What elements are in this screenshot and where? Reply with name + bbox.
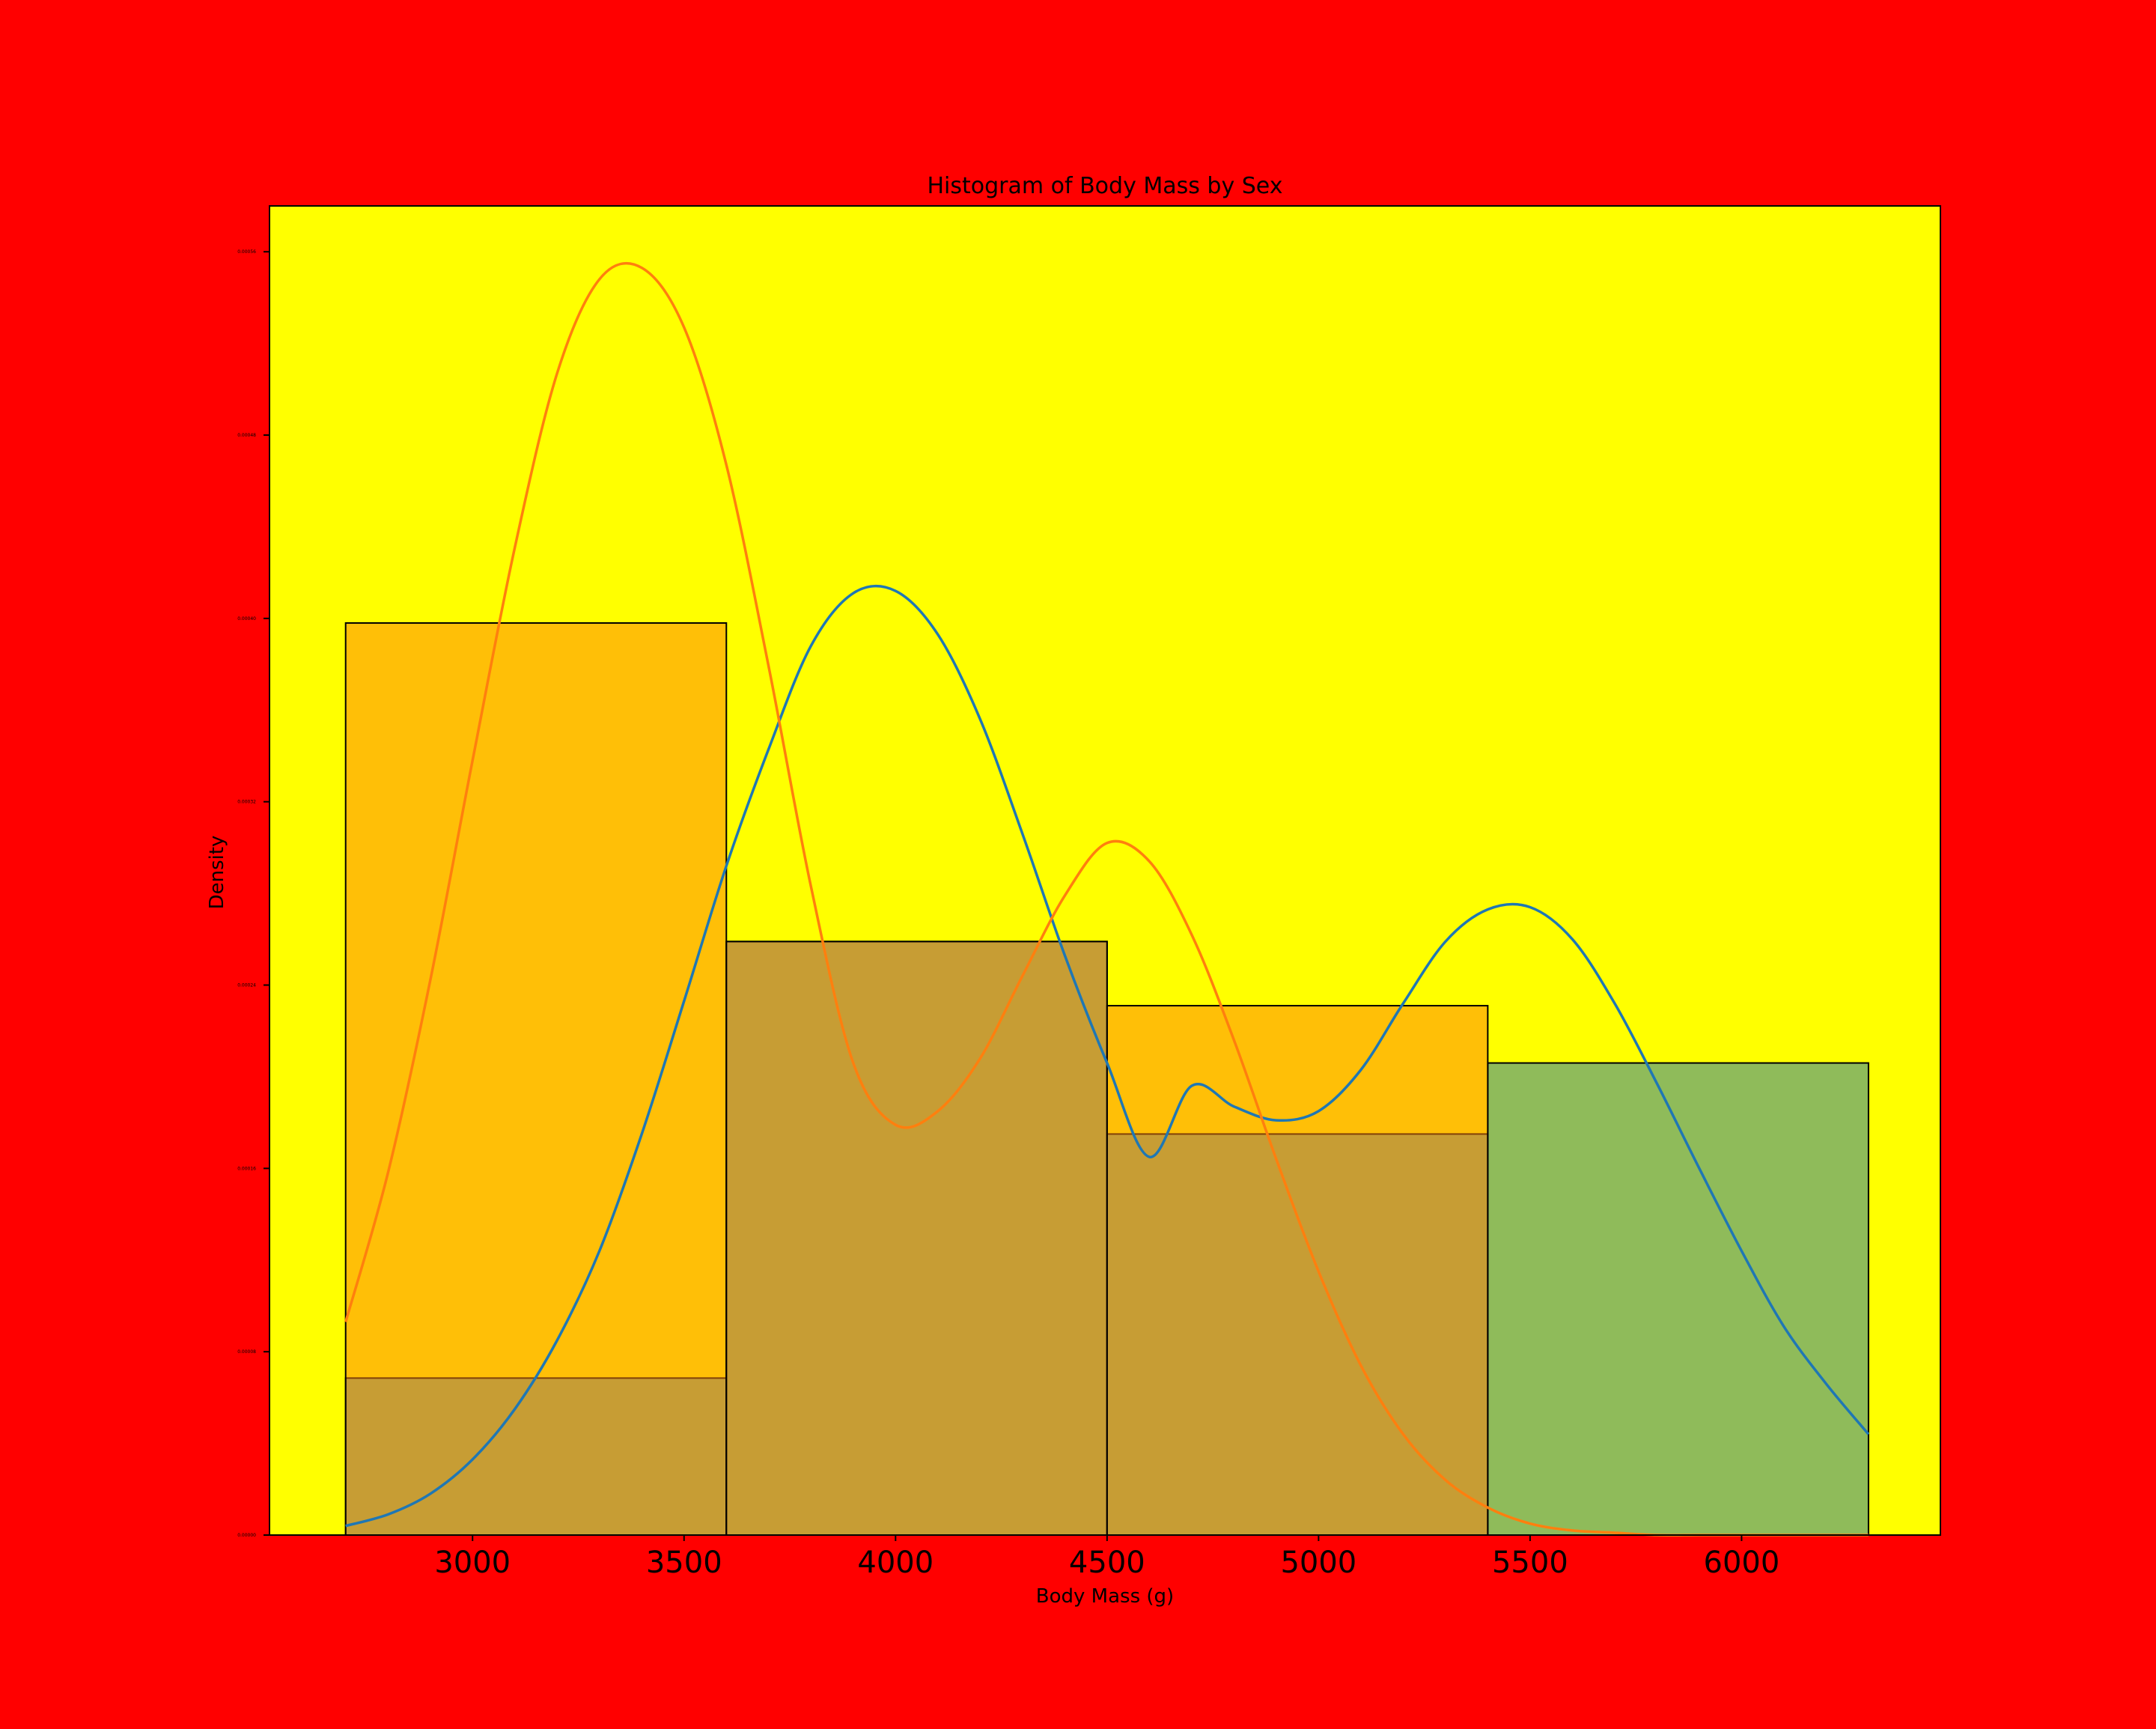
y-tick-label: 0.00016: [237, 1166, 256, 1171]
histogram-bar-blue-4: [1487, 1062, 1869, 1536]
y-axis-label: Density: [206, 836, 228, 910]
y-tick-label: 0.00024: [237, 983, 256, 988]
histogram-bar-orange-3: [1106, 1005, 1489, 1536]
y-axis-ticks: 0.00000 0.00008 0.00016 0.00024 0.00032 0.000…: [237, 249, 270, 1538]
x-axis-label: Body Mass (g): [1036, 1585, 1174, 1608]
x-tick-label: 3500: [646, 1546, 722, 1580]
x-tick-label: 4000: [857, 1546, 934, 1580]
plot-frame: [269, 205, 1941, 1536]
x-axis-ticks: 3000 3500 4000 4500 5000 5500 6000: [434, 1535, 1779, 1580]
y-tick-label: 0.00048: [237, 433, 256, 438]
kde-lines: [344, 261, 1870, 1537]
kde-line-blue: [345, 584, 1870, 1528]
histogram-bars-orange: [344, 622, 1489, 1537]
x-tick-label: 5500: [1492, 1546, 1568, 1580]
x-tick-label: 6000: [1704, 1546, 1780, 1580]
x-tick-label: 4500: [1069, 1546, 1145, 1580]
y-tick-label: 0.00056: [237, 249, 256, 255]
y-tick-label: 0.00032: [237, 800, 256, 805]
x-tick-label: 3000: [434, 1546, 511, 1580]
x-tick-label: 5000: [1280, 1546, 1356, 1580]
y-tick-label: 0.00040: [237, 616, 256, 622]
chart-title: Histogram of Body Mass by Sex: [927, 173, 1282, 199]
kde-line-orange: [344, 261, 1869, 1537]
histogram-bar-orange-1: [344, 622, 728, 1536]
y-tick-label: 0.00000: [237, 1533, 256, 1538]
y-tick-label: 0.00008: [237, 1349, 256, 1355]
histogram-bar-orange-2: [725, 941, 1108, 1537]
